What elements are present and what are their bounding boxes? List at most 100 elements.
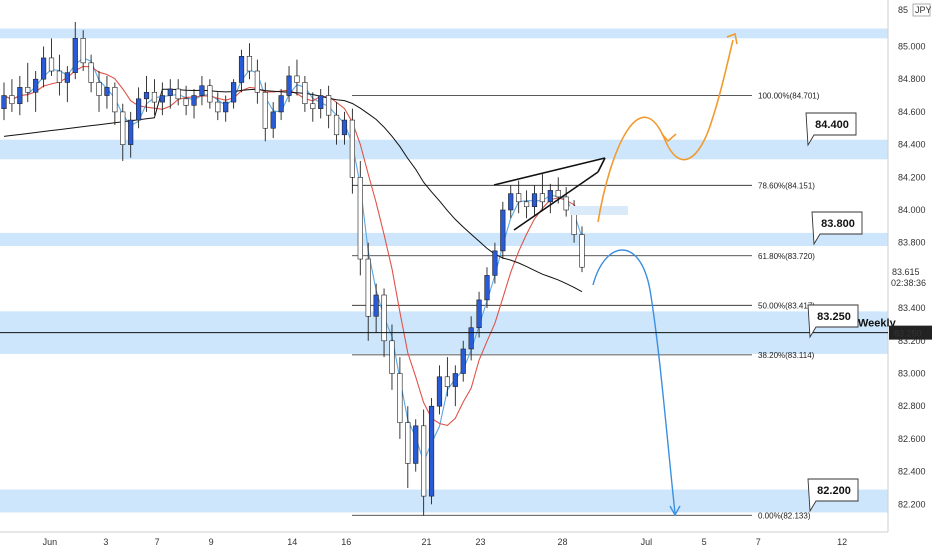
y-tick-label: 83.200 bbox=[898, 336, 926, 346]
y-tick-label: 82.200 bbox=[898, 499, 926, 509]
candle-body bbox=[143, 91, 150, 100]
candle-body bbox=[159, 95, 165, 103]
wedge-apex bbox=[597, 157, 606, 173]
candle-body bbox=[215, 101, 221, 113]
y-tick-label: 85 bbox=[898, 5, 908, 15]
candle-body bbox=[223, 101, 229, 113]
candle-body bbox=[64, 72, 70, 83]
candle-body bbox=[278, 95, 284, 113]
y-tick-label: 84.000 bbox=[898, 205, 926, 215]
candle-body bbox=[120, 111, 126, 145]
x-tick-label: 23 bbox=[475, 537, 485, 547]
y-tick-label: 83.400 bbox=[898, 303, 926, 313]
candle bbox=[516, 180, 522, 214]
candle-body bbox=[48, 57, 55, 72]
candle bbox=[159, 82, 165, 116]
candle bbox=[539, 174, 546, 210]
candle-body bbox=[452, 373, 458, 387]
callout-label: 83.250 bbox=[817, 311, 851, 323]
zone-band bbox=[0, 139, 888, 160]
candle-body bbox=[231, 82, 237, 103]
candle bbox=[333, 102, 340, 145]
candle-body bbox=[72, 38, 78, 73]
candle bbox=[215, 92, 221, 121]
currency-text: JPY bbox=[915, 5, 932, 15]
currency-box bbox=[912, 3, 931, 17]
weekly-price-text: 83.250 bbox=[894, 329, 922, 339]
target-box bbox=[570, 206, 628, 215]
bullish-arrowhead bbox=[726, 32, 738, 45]
candle-body bbox=[428, 405, 435, 497]
candle-body bbox=[56, 70, 63, 83]
candle-body bbox=[33, 78, 39, 93]
candle-body bbox=[516, 193, 522, 203]
candle bbox=[318, 89, 324, 119]
candle-body bbox=[286, 75, 292, 96]
candle-body bbox=[246, 56, 253, 72]
zone-band bbox=[0, 28, 888, 39]
candle-body bbox=[270, 111, 276, 129]
candle-body bbox=[508, 193, 514, 211]
x-tick-label: 21 bbox=[421, 537, 431, 547]
candle-body bbox=[294, 75, 300, 83]
callout-label: 83.800 bbox=[821, 218, 855, 230]
candle bbox=[223, 95, 229, 122]
candle-body bbox=[357, 177, 363, 260]
candle-body bbox=[476, 299, 482, 329]
weekly-price-bg bbox=[889, 325, 932, 340]
candle-body bbox=[302, 82, 308, 105]
callout-label: 82.200 bbox=[817, 485, 851, 497]
level-callout: 83.250 bbox=[807, 304, 859, 339]
candle-body bbox=[563, 196, 569, 211]
currency-label: JPY bbox=[912, 3, 932, 17]
bearish-arrowhead bbox=[669, 505, 681, 517]
x-axis: Jun 3 7 9 14 16 21 23 28 Jul 5 7 12 bbox=[0, 531, 888, 547]
candle bbox=[436, 365, 443, 415]
candle bbox=[120, 103, 126, 161]
fib-label: 38.20%(83.114) bbox=[758, 351, 815, 360]
candle bbox=[484, 267, 490, 309]
candle bbox=[207, 79, 213, 109]
level-callout: 83.800 bbox=[811, 211, 863, 246]
candle-body bbox=[40, 57, 47, 80]
candle-body bbox=[17, 87, 23, 105]
callout-box bbox=[805, 112, 857, 147]
bearish-projection-path bbox=[592, 249, 676, 514]
y-tick-label: 84.200 bbox=[898, 172, 926, 182]
candle bbox=[531, 185, 538, 217]
fib-level: 61.80%(83.720) bbox=[352, 252, 815, 261]
zone-band bbox=[0, 232, 888, 246]
candle bbox=[579, 226, 585, 273]
candle-body bbox=[468, 327, 474, 350]
candle bbox=[349, 108, 355, 194]
candle-body bbox=[167, 88, 173, 96]
x-tick-label: 5 bbox=[702, 537, 707, 547]
candle-body bbox=[579, 234, 585, 268]
candle-body bbox=[397, 373, 403, 423]
candle-body bbox=[333, 114, 340, 136]
y-tick-label: 82.400 bbox=[898, 467, 926, 477]
candle-body bbox=[341, 119, 348, 136]
candle bbox=[9, 79, 15, 112]
candle bbox=[64, 66, 70, 103]
candle bbox=[365, 242, 371, 341]
candle bbox=[175, 79, 181, 106]
zone-band bbox=[0, 489, 888, 513]
candle bbox=[476, 291, 482, 338]
candle-body bbox=[421, 425, 427, 497]
callout-box bbox=[807, 478, 859, 513]
candle-body bbox=[175, 88, 181, 100]
candle-body bbox=[310, 103, 316, 109]
candle-body bbox=[484, 275, 490, 301]
candle bbox=[238, 49, 245, 93]
fib-label: 100.00%(84.701) bbox=[758, 91, 820, 100]
candle bbox=[254, 59, 260, 104]
candle-body bbox=[207, 85, 213, 103]
candle bbox=[143, 75, 150, 112]
fib-level: 0.00%(82.133) bbox=[352, 511, 811, 520]
candle-body bbox=[318, 95, 324, 109]
candle bbox=[72, 21, 78, 80]
candle bbox=[373, 283, 379, 333]
